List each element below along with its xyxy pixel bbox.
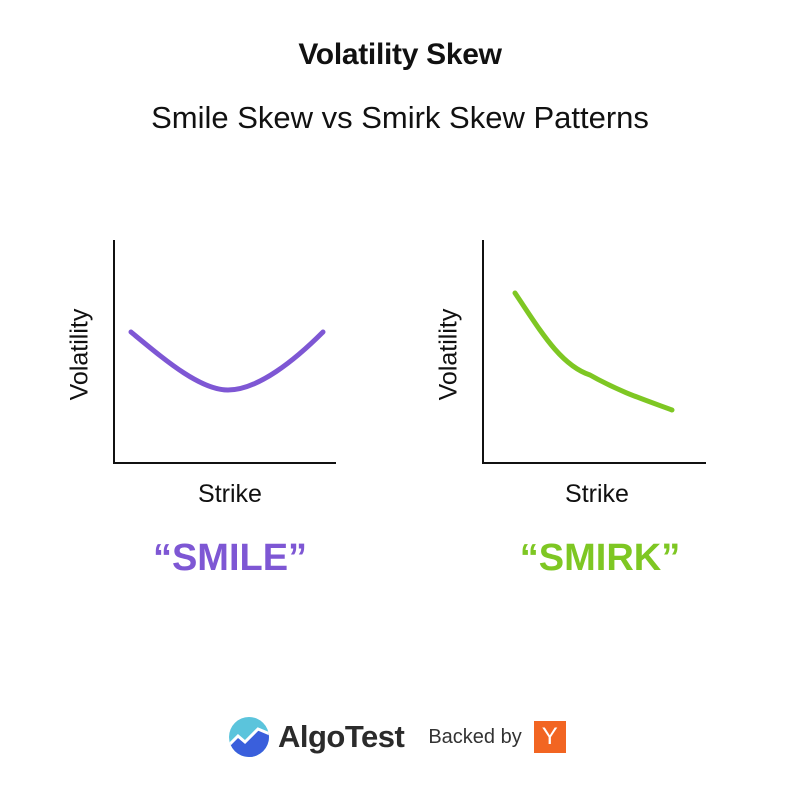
page-subtitle: Smile Skew vs Smirk Skew Patterns	[151, 100, 649, 135]
brand-name: AlgoTest	[278, 719, 405, 754]
smile-caption: “SMILE”	[152, 537, 308, 579]
backed-by-text: Backed by	[428, 725, 522, 748]
smirk-y-label: Volatility	[434, 308, 463, 401]
page-title: Volatility Skew	[298, 38, 502, 71]
y-combinator-logo-icon: Y	[533, 721, 566, 753]
smirk-chart: Volatility Strike “SMIRK”	[434, 240, 706, 579]
smile-chart: Volatility Strike “SMILE”	[0, 0, 400, 700]
smirk-curve	[512, 290, 675, 413]
smirk-chart-plot	[482, 240, 706, 464]
smile-curve	[128, 329, 326, 393]
smile-chart-plot	[113, 240, 336, 464]
smirk-x-label: Strike	[565, 480, 629, 508]
smirk-caption: “SMIRK”	[519, 537, 681, 579]
smile-x-label: Strike	[198, 480, 262, 508]
footer: AlgoTest Backed by Y	[228, 712, 566, 762]
algotest-logo-icon	[229, 717, 269, 757]
